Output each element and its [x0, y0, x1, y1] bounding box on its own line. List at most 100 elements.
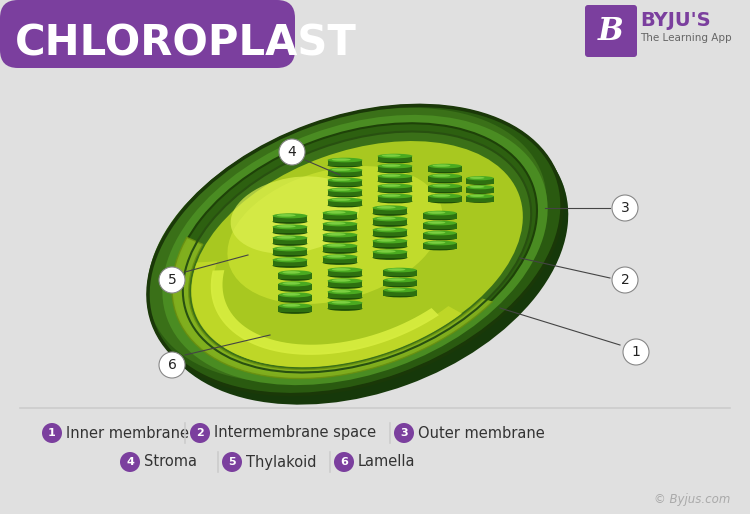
Ellipse shape	[332, 169, 351, 171]
FancyBboxPatch shape	[328, 291, 362, 298]
Circle shape	[612, 267, 638, 293]
Circle shape	[279, 139, 305, 165]
FancyBboxPatch shape	[466, 187, 494, 193]
Ellipse shape	[382, 194, 400, 197]
Ellipse shape	[328, 163, 362, 168]
Text: 5: 5	[168, 273, 176, 287]
Ellipse shape	[327, 233, 346, 236]
FancyBboxPatch shape	[278, 306, 311, 312]
Ellipse shape	[466, 176, 494, 180]
FancyBboxPatch shape	[322, 213, 358, 219]
Ellipse shape	[382, 164, 400, 167]
Ellipse shape	[272, 213, 308, 218]
FancyBboxPatch shape	[322, 224, 358, 230]
Ellipse shape	[322, 227, 358, 232]
Ellipse shape	[328, 278, 362, 283]
Text: 1: 1	[632, 345, 640, 359]
Ellipse shape	[272, 224, 308, 229]
Ellipse shape	[148, 108, 547, 382]
Ellipse shape	[322, 216, 358, 221]
Ellipse shape	[383, 293, 416, 298]
Ellipse shape	[373, 255, 407, 260]
FancyBboxPatch shape	[272, 249, 308, 255]
Ellipse shape	[382, 174, 400, 177]
FancyBboxPatch shape	[466, 178, 494, 183]
FancyBboxPatch shape	[272, 227, 308, 233]
Ellipse shape	[328, 289, 362, 295]
Ellipse shape	[424, 231, 457, 235]
Ellipse shape	[283, 271, 301, 273]
Ellipse shape	[466, 194, 494, 198]
FancyBboxPatch shape	[373, 208, 407, 214]
Ellipse shape	[328, 296, 362, 300]
FancyBboxPatch shape	[322, 234, 358, 241]
Ellipse shape	[373, 211, 407, 216]
Circle shape	[394, 423, 414, 443]
Ellipse shape	[332, 188, 351, 191]
Text: The Learning App: The Learning App	[640, 33, 731, 43]
Ellipse shape	[424, 241, 457, 245]
Ellipse shape	[377, 154, 412, 158]
Ellipse shape	[424, 211, 457, 215]
Ellipse shape	[373, 223, 407, 227]
PathPatch shape	[191, 261, 462, 368]
FancyBboxPatch shape	[373, 218, 407, 225]
Ellipse shape	[173, 123, 537, 377]
Ellipse shape	[373, 205, 407, 210]
Ellipse shape	[191, 141, 523, 367]
FancyBboxPatch shape	[272, 215, 308, 222]
Ellipse shape	[328, 188, 362, 192]
Ellipse shape	[322, 260, 358, 265]
Ellipse shape	[424, 226, 457, 230]
Ellipse shape	[322, 210, 358, 215]
FancyBboxPatch shape	[585, 5, 637, 57]
Ellipse shape	[322, 249, 358, 254]
Ellipse shape	[388, 288, 406, 291]
FancyBboxPatch shape	[328, 190, 362, 196]
Circle shape	[334, 452, 354, 472]
Ellipse shape	[427, 222, 445, 224]
Ellipse shape	[272, 252, 308, 257]
Ellipse shape	[376, 206, 396, 209]
Ellipse shape	[470, 177, 484, 179]
FancyBboxPatch shape	[278, 284, 311, 290]
Ellipse shape	[328, 178, 362, 182]
FancyBboxPatch shape	[328, 170, 362, 176]
Ellipse shape	[327, 244, 346, 247]
Ellipse shape	[428, 164, 461, 168]
FancyBboxPatch shape	[328, 160, 362, 166]
Ellipse shape	[373, 216, 407, 222]
Circle shape	[120, 452, 140, 472]
Ellipse shape	[433, 164, 451, 167]
Ellipse shape	[428, 174, 461, 178]
Text: Thylakoid: Thylakoid	[246, 454, 316, 469]
Ellipse shape	[162, 115, 548, 385]
Ellipse shape	[231, 176, 359, 253]
PathPatch shape	[211, 270, 439, 355]
Text: 4: 4	[126, 457, 134, 467]
PathPatch shape	[148, 128, 568, 403]
Ellipse shape	[382, 154, 400, 157]
Ellipse shape	[272, 246, 308, 251]
FancyBboxPatch shape	[373, 230, 407, 236]
Ellipse shape	[428, 194, 461, 198]
Ellipse shape	[424, 246, 457, 250]
Ellipse shape	[277, 236, 296, 238]
Ellipse shape	[466, 190, 494, 194]
Ellipse shape	[328, 203, 362, 207]
Text: 4: 4	[288, 145, 296, 159]
Ellipse shape	[332, 268, 351, 271]
FancyBboxPatch shape	[383, 270, 416, 276]
Ellipse shape	[272, 230, 308, 235]
Ellipse shape	[428, 189, 461, 193]
Ellipse shape	[328, 284, 362, 289]
FancyBboxPatch shape	[0, 0, 295, 68]
Ellipse shape	[332, 279, 351, 282]
Ellipse shape	[328, 183, 362, 188]
FancyBboxPatch shape	[428, 186, 461, 192]
Ellipse shape	[428, 169, 461, 173]
Ellipse shape	[227, 166, 442, 304]
Ellipse shape	[470, 186, 484, 188]
Ellipse shape	[332, 158, 351, 161]
Ellipse shape	[377, 189, 412, 193]
